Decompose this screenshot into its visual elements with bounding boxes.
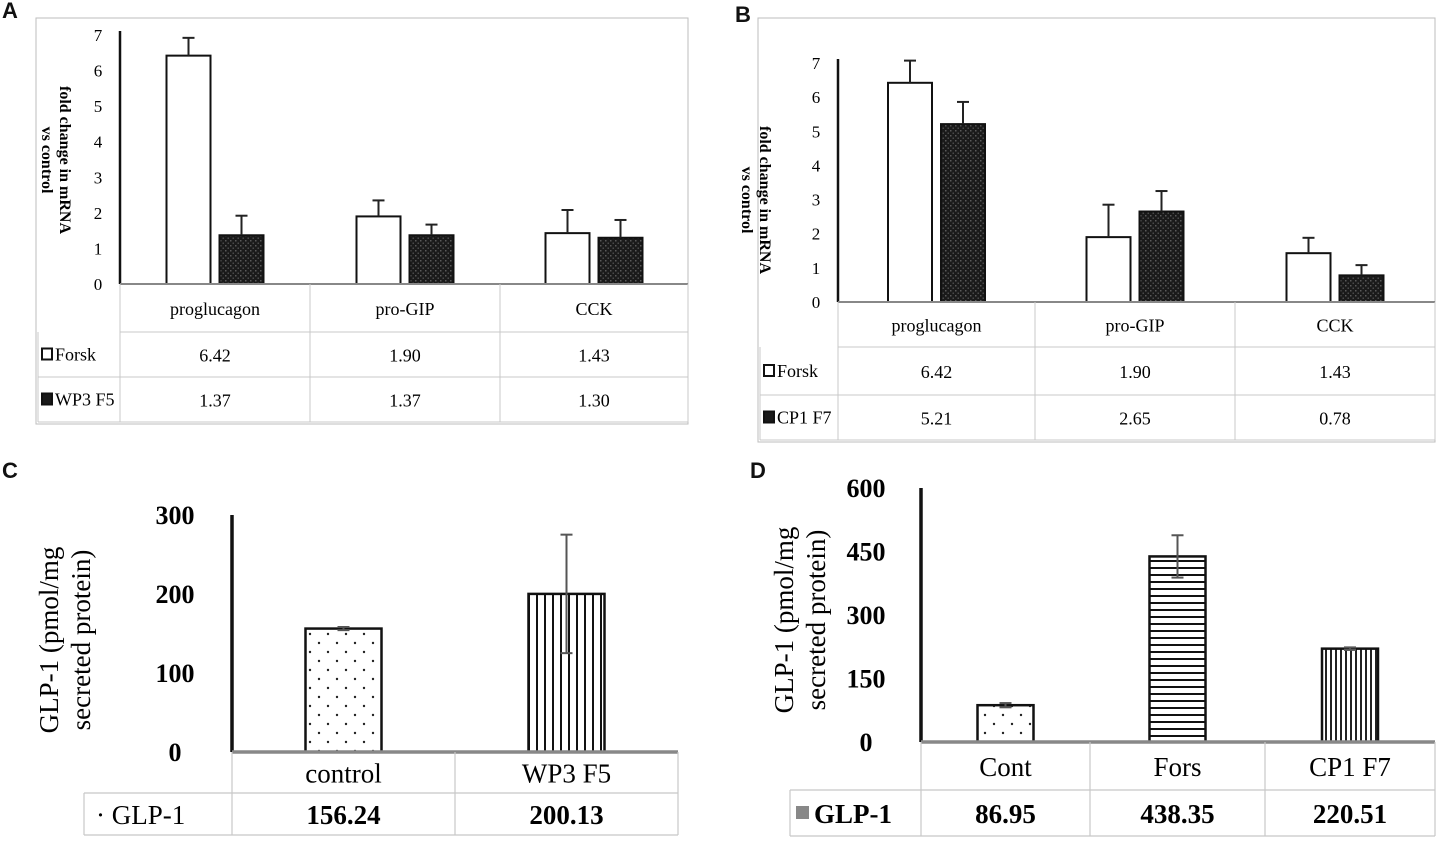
- category-label-b: CCK: [1316, 316, 1353, 336]
- y-tick-label-b: 4: [812, 156, 821, 175]
- category-label-c: WP3 F5: [522, 759, 611, 789]
- chart-a: 0 1 2 3 4 5 6 7 fold change in mRNAvs control pro…: [35, 17, 689, 425]
- chart-b: 0 1 2 3 4 5 6 7 fold change in mRNAvs control pro…: [738, 17, 1436, 443]
- bar-b-forsk: [1285, 252, 1332, 304]
- y-tick-label-c: 100: [156, 659, 195, 688]
- y-tick-label-b: 6: [812, 88, 821, 107]
- legend-swatch-a: [41, 347, 53, 361]
- y-tick-label-a: 1: [94, 239, 103, 258]
- y-tick-label-b: 7: [812, 54, 821, 73]
- legend-label-c: · GLP-1: [96, 800, 185, 830]
- data-label-d: 220.51: [1313, 799, 1387, 829]
- data-label-a: 1.90: [389, 346, 421, 366]
- y-tick-label-d: 450: [847, 538, 886, 567]
- panel-label-a: A: [2, 0, 18, 23]
- data-label-a: 1.37: [389, 391, 421, 411]
- data-label-b: 6.42: [921, 362, 953, 382]
- legend-label-a: WP3 F5: [55, 390, 115, 410]
- y-axis-label-a: fold change in mRNAvs control: [38, 86, 73, 234]
- y-axis-label-b: fold change in mRNAvs control: [738, 126, 773, 274]
- category-label-a: CCK: [575, 299, 612, 319]
- data-label-a: 1.37: [199, 391, 231, 411]
- y-tick-label-a: 4: [94, 133, 103, 152]
- data-label-c: 156.24: [306, 800, 380, 830]
- y-tick-label-c: 200: [156, 580, 195, 609]
- bar-a-wp3-f5: [597, 236, 644, 285]
- legend-label-a: Forsk: [55, 345, 96, 365]
- bar-a-wp3-f5: [218, 234, 265, 285]
- bar-d-cont: [976, 703, 1035, 744]
- y-tick-label-b: 2: [812, 225, 821, 244]
- legend-swatch-b: [763, 364, 775, 377]
- panel-label-d: D: [750, 458, 766, 483]
- y-tick-label-b: 5: [812, 122, 821, 141]
- category-label-d: Fors: [1153, 752, 1201, 782]
- y-tick-label-d: 300: [847, 601, 886, 630]
- data-label-a: 6.42: [199, 346, 231, 366]
- chart-frame-a: [35, 17, 689, 425]
- data-label-d: 86.95: [975, 799, 1036, 829]
- data-label-b: 1.90: [1119, 362, 1151, 382]
- data-label-b: 0.78: [1319, 409, 1351, 429]
- y-tick-label-c: 0: [169, 738, 182, 767]
- y-tick-label-a: 6: [94, 62, 103, 81]
- panel-label-c: C: [2, 458, 18, 483]
- chart-d: 0 150 300 450 600 GLP-1 (pmol/mgsecreted prot…: [769, 474, 1436, 837]
- y-axis-label-d: GLP-1 (pmol/mgsecreted protein): [769, 527, 831, 714]
- y-tick-label-b: 3: [812, 191, 821, 210]
- y-tick-label-d: 150: [847, 665, 886, 694]
- bar-c-control: [304, 627, 383, 754]
- bar-a-forsk: [355, 215, 402, 286]
- data-label-b: 5.21: [921, 409, 953, 429]
- y-tick-label-a: 7: [94, 26, 103, 45]
- data-label-b: 1.43: [1319, 362, 1351, 382]
- y-tick-label-a: 5: [94, 97, 103, 116]
- chart-frame-b: [757, 17, 1436, 443]
- y-tick-label-a: 3: [94, 168, 103, 187]
- bar-b-cp1-f7: [1138, 210, 1185, 303]
- category-label-d: Cont: [979, 752, 1032, 782]
- legend-label-b: Forsk: [777, 361, 818, 381]
- y-axis-label-c: GLP-1 (pmol/mgsecreted protein): [34, 547, 96, 734]
- data-label-b: 2.65: [1119, 409, 1151, 429]
- chart-c: 0 100 200 300 GLP-1 (pmol/mgsecreted protein…: [34, 501, 679, 836]
- legend-label-b: CP1 F7: [777, 408, 832, 428]
- bar-b-cp1-f7: [940, 123, 986, 304]
- data-label-d: 438.35: [1140, 799, 1214, 829]
- category-label-b: proglucagon: [892, 316, 982, 336]
- data-label-c: 200.13: [529, 800, 603, 830]
- bar-d-fors: [1148, 555, 1207, 744]
- category-label-d: CP1 F7: [1309, 752, 1391, 782]
- y-tick-label-c: 300: [156, 501, 195, 530]
- data-label-a: 1.43: [578, 346, 610, 366]
- panel-label-b: B: [735, 2, 751, 27]
- bar-b-forsk: [1085, 236, 1132, 303]
- legend-swatch-a: [41, 392, 53, 406]
- category-label-a: proglucagon: [170, 299, 260, 319]
- y-tick-label-b: 0: [812, 293, 821, 312]
- legend-swatch-b: [763, 410, 775, 424]
- y-tick-label-b: 1: [812, 259, 821, 278]
- bar-d-cp1-f7: [1320, 647, 1380, 744]
- y-tick-label-a: 0: [94, 275, 103, 294]
- category-label-b: pro-GIP: [1106, 316, 1165, 336]
- bar-a-forsk: [165, 54, 212, 286]
- y-tick-label-a: 2: [94, 204, 103, 223]
- bar-a-forsk: [544, 232, 591, 285]
- bar-b-cp1-f7: [1338, 274, 1385, 303]
- y-tick-label-d: 0: [860, 728, 873, 757]
- category-label-c: control: [305, 759, 381, 789]
- legend-label-d: GLP-1: [814, 799, 892, 829]
- bar-b-forsk: [887, 81, 933, 303]
- category-label-a: pro-GIP: [376, 299, 435, 319]
- bar-a-wp3-f5: [408, 234, 455, 285]
- y-tick-label-d: 600: [847, 474, 886, 503]
- data-label-a: 1.30: [578, 391, 610, 411]
- legend-swatch-d: [796, 806, 809, 819]
